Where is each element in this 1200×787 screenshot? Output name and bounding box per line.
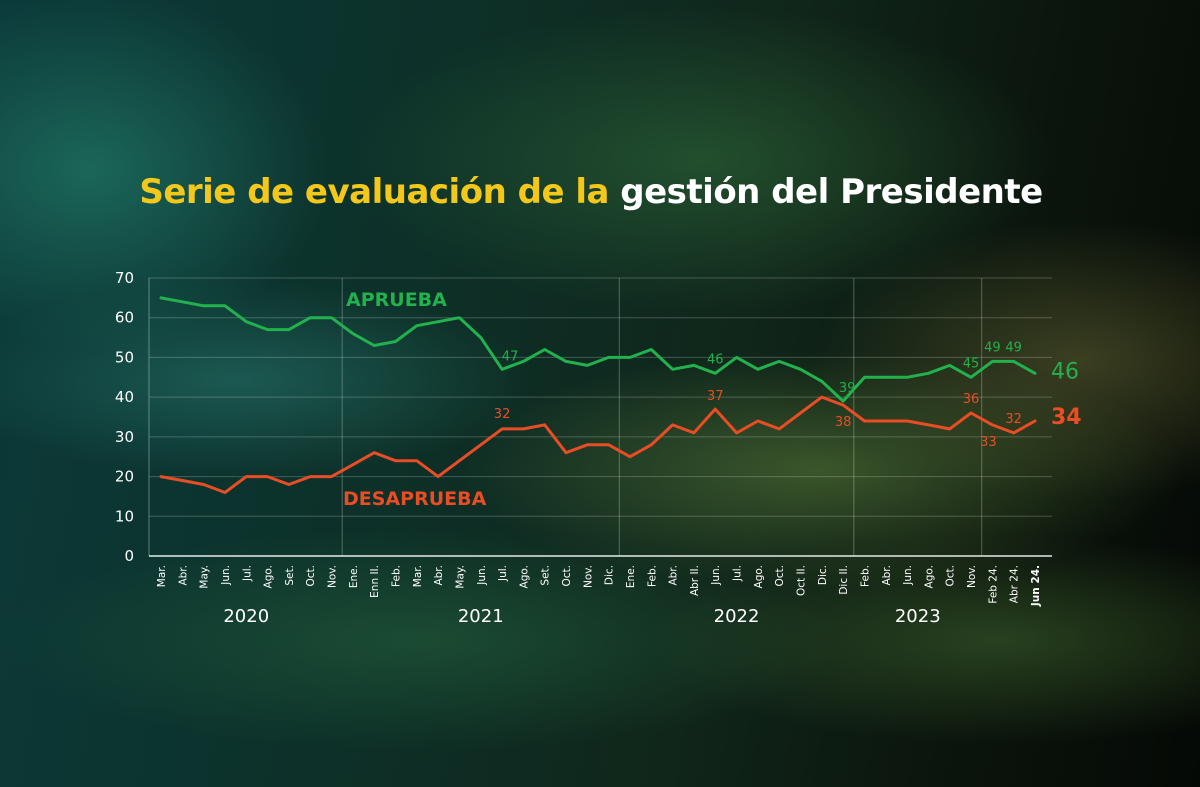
title-part-yellow: Serie de evaluación de la: [139, 172, 621, 212]
x-tick-label: Jun.: [902, 565, 914, 586]
title-part-white: gestión del Presidente: [620, 172, 1043, 212]
x-tick-label: Nov.: [582, 565, 594, 588]
x-tick-label: Ago.: [753, 565, 765, 588]
x-tick-label: Abr.: [177, 565, 189, 586]
x-tick-label: Oct.: [945, 565, 957, 587]
x-tick-label: May.: [199, 565, 211, 589]
x-tick-label: Ene.: [348, 565, 360, 588]
data-label: 49: [1005, 340, 1022, 355]
x-tick-label: Abr.: [881, 565, 893, 586]
x-tick-label: Oct.: [774, 565, 786, 587]
x-tick-label: Jun.: [220, 565, 232, 586]
x-tick-label: Ago.: [518, 565, 530, 588]
x-tick-label: Abr II.: [689, 565, 701, 596]
y-tick-label: 50: [115, 348, 134, 366]
data-label: 45: [963, 356, 980, 371]
x-tick-label: May.: [454, 565, 466, 589]
x-tick-label: Abr.: [668, 565, 680, 586]
chart-title: Serie de evaluación de la gestión del Pr…: [0, 172, 1182, 212]
x-tick-label: Ene.: [625, 565, 637, 588]
x-tick-label: Jun.: [710, 565, 722, 586]
year-label: 2020: [223, 606, 269, 627]
year-label: 2021: [458, 606, 504, 627]
data-label: 47: [502, 349, 519, 364]
x-tick-label: Enn II.: [369, 565, 381, 598]
x-tick-label: Dic.: [604, 565, 616, 585]
x-tick-label: Jun 24.: [1030, 565, 1042, 607]
data-label: 38: [835, 415, 852, 430]
x-tick-label: Abr.: [433, 565, 445, 586]
x-tick-label: Set.: [284, 565, 296, 586]
x-tick-label: Mar.: [156, 565, 168, 587]
series-name-aprueba: APRUEBA: [346, 289, 447, 311]
x-tick-label: Jul.: [732, 565, 744, 582]
series-name-desaprueba: DESAPRUEBA: [343, 488, 487, 510]
y-tick-label: 20: [115, 468, 134, 486]
x-tick-label: Dic.: [817, 565, 829, 585]
data-label: 32: [494, 407, 511, 422]
x-tick-label: Oct.: [305, 565, 317, 587]
data-label: 46: [707, 352, 724, 367]
y-tick-label: 0: [124, 547, 134, 565]
x-tick-label: Ago.: [923, 565, 935, 588]
data-label: 37: [707, 389, 724, 404]
end-value-label: 46: [1051, 359, 1079, 384]
x-tick-label: Feb.: [646, 565, 658, 587]
series-line-desaprueba: [159, 395, 1037, 494]
x-tick-label: Dic II.: [838, 565, 850, 595]
series-line-aprueba: [159, 296, 1037, 403]
end-value-label: 34: [1051, 405, 1082, 430]
y-tick-label: 30: [115, 428, 134, 446]
data-label: 49: [984, 340, 1001, 355]
x-tick-label: Ago.: [263, 565, 275, 588]
x-tick-label: Jun.: [476, 565, 488, 586]
x-tick-label: Feb.: [390, 565, 402, 587]
data-label: 36: [963, 392, 980, 407]
data-label: 39: [839, 381, 856, 396]
x-tick-label: Oct II.: [796, 565, 808, 596]
y-tick-label: 40: [115, 388, 134, 406]
x-tick-label: Jul.: [241, 565, 253, 582]
x-tick-label: Feb.: [859, 565, 871, 587]
x-tick-label: Jul.: [497, 565, 509, 582]
data-label: 33: [980, 435, 997, 450]
y-tick-label: 70: [115, 269, 134, 287]
y-tick-label: 60: [115, 309, 134, 327]
x-tick-label: Abr 24.: [1009, 565, 1021, 603]
x-tick-label: Nov.: [966, 565, 978, 588]
data-label: 32: [1005, 412, 1022, 427]
x-tick-label: Mar.: [412, 565, 424, 587]
year-label: 2023: [895, 606, 941, 627]
x-tick-label: Nov.: [327, 565, 339, 588]
y-tick-label: 10: [115, 507, 134, 525]
x-tick-label: Set.: [540, 565, 552, 586]
year-label: 2022: [714, 606, 760, 627]
x-tick-label: Oct.: [561, 565, 573, 587]
x-tick-label: Feb 24.: [987, 565, 999, 604]
